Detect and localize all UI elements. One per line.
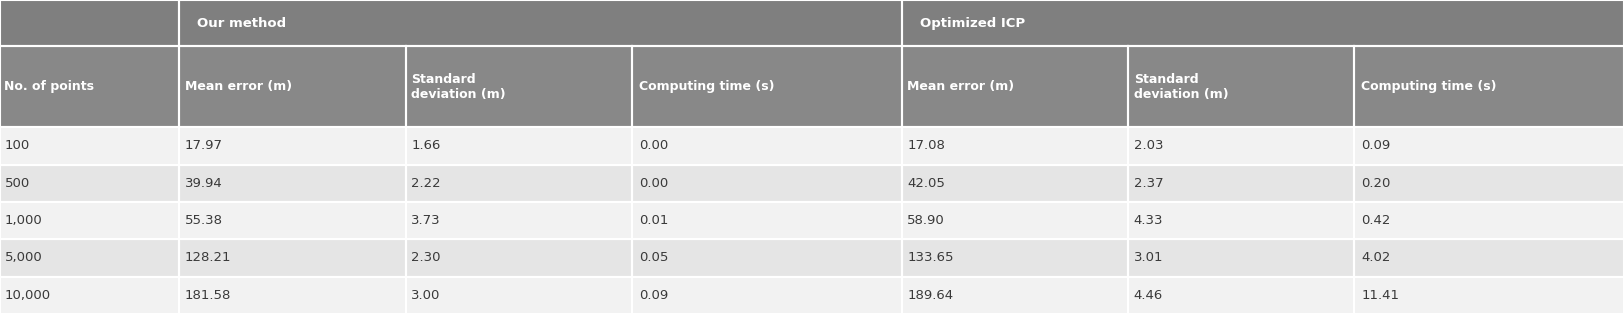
Bar xyxy=(631,46,901,127)
Bar xyxy=(179,165,406,202)
Text: 0.00: 0.00 xyxy=(638,177,667,190)
Text: Our method: Our method xyxy=(196,17,286,30)
Text: 0.42: 0.42 xyxy=(1360,214,1389,227)
Text: 17.08: 17.08 xyxy=(907,139,945,152)
Bar xyxy=(0,277,179,314)
Text: 42.05: 42.05 xyxy=(907,177,945,190)
Text: 189.64: 189.64 xyxy=(907,289,953,302)
Text: 4.46: 4.46 xyxy=(1133,289,1162,302)
Bar xyxy=(1128,277,1354,314)
Text: Computing time (s): Computing time (s) xyxy=(1360,80,1496,93)
Bar xyxy=(179,127,406,165)
Text: 3.73: 3.73 xyxy=(411,214,441,227)
Text: 58.90: 58.90 xyxy=(907,214,945,227)
Bar xyxy=(0,127,179,165)
Bar xyxy=(1128,202,1354,239)
Text: 11.41: 11.41 xyxy=(1360,289,1399,302)
Bar xyxy=(179,202,406,239)
Bar xyxy=(179,239,406,277)
Text: Standard
deviation (m): Standard deviation (m) xyxy=(1133,73,1227,101)
Text: 5,000: 5,000 xyxy=(5,252,42,264)
Bar xyxy=(631,239,901,277)
Bar xyxy=(406,277,631,314)
Text: 2.22: 2.22 xyxy=(411,177,441,190)
Bar xyxy=(1128,239,1354,277)
Bar xyxy=(1128,165,1354,202)
Text: 3.01: 3.01 xyxy=(1133,252,1162,264)
Bar xyxy=(179,46,406,127)
Bar xyxy=(1128,127,1354,165)
Bar xyxy=(406,165,631,202)
Bar xyxy=(901,277,1128,314)
Bar xyxy=(406,46,631,127)
Bar xyxy=(1354,127,1623,165)
Text: 55.38: 55.38 xyxy=(185,214,222,227)
Bar xyxy=(1128,46,1354,127)
Text: 39.94: 39.94 xyxy=(185,177,222,190)
Text: 2.30: 2.30 xyxy=(411,252,440,264)
Text: 2.37: 2.37 xyxy=(1133,177,1162,190)
Text: 4.33: 4.33 xyxy=(1133,214,1162,227)
Text: 2.03: 2.03 xyxy=(1133,139,1162,152)
Bar xyxy=(0,165,179,202)
Bar xyxy=(1354,165,1623,202)
Text: 0.05: 0.05 xyxy=(638,252,667,264)
Bar xyxy=(901,46,1128,127)
Text: 10,000: 10,000 xyxy=(5,289,50,302)
Bar xyxy=(406,239,631,277)
Bar xyxy=(901,0,1623,46)
Text: 4.02: 4.02 xyxy=(1360,252,1389,264)
Text: 181.58: 181.58 xyxy=(185,289,230,302)
Bar xyxy=(901,202,1128,239)
Bar xyxy=(631,127,901,165)
Bar xyxy=(901,239,1128,277)
Text: 500: 500 xyxy=(5,177,29,190)
Bar xyxy=(0,46,179,127)
Text: Standard
deviation (m): Standard deviation (m) xyxy=(411,73,506,101)
Text: 0.09: 0.09 xyxy=(1360,139,1389,152)
Bar xyxy=(631,277,901,314)
Bar xyxy=(179,277,406,314)
Bar xyxy=(631,165,901,202)
Text: Mean error (m): Mean error (m) xyxy=(907,80,1014,93)
Text: 0.00: 0.00 xyxy=(638,139,667,152)
Text: 3.00: 3.00 xyxy=(411,289,440,302)
Bar xyxy=(406,202,631,239)
Text: 128.21: 128.21 xyxy=(185,252,230,264)
Text: 1,000: 1,000 xyxy=(5,214,42,227)
Bar xyxy=(1354,239,1623,277)
Bar xyxy=(631,202,901,239)
Text: No. of points: No. of points xyxy=(5,80,94,93)
Text: Mean error (m): Mean error (m) xyxy=(185,80,292,93)
Text: 0.01: 0.01 xyxy=(638,214,667,227)
Text: 0.20: 0.20 xyxy=(1360,177,1389,190)
Text: 0.09: 0.09 xyxy=(638,289,667,302)
Bar xyxy=(1354,277,1623,314)
Bar xyxy=(179,0,901,46)
Bar xyxy=(901,165,1128,202)
Bar xyxy=(1354,46,1623,127)
Bar xyxy=(0,239,179,277)
Bar xyxy=(406,127,631,165)
Text: Optimized ICP: Optimized ICP xyxy=(919,17,1024,30)
Text: 17.97: 17.97 xyxy=(185,139,222,152)
Bar xyxy=(0,202,179,239)
Bar xyxy=(1354,202,1623,239)
Bar xyxy=(0,0,179,46)
Text: 100: 100 xyxy=(5,139,29,152)
Text: Computing time (s): Computing time (s) xyxy=(638,80,774,93)
Text: 1.66: 1.66 xyxy=(411,139,440,152)
Bar xyxy=(901,127,1128,165)
Text: 133.65: 133.65 xyxy=(907,252,953,264)
